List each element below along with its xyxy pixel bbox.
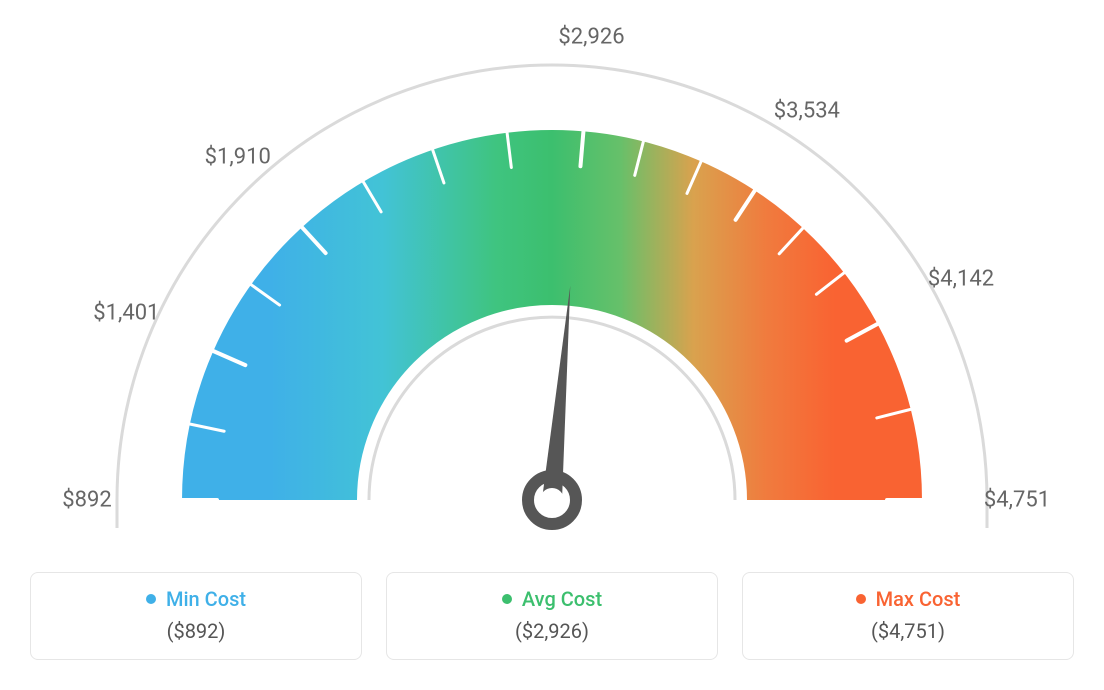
legend-value-min: ($892) bbox=[41, 619, 351, 643]
dot-icon-min bbox=[146, 594, 156, 604]
gauge-tick-label: $4,142 bbox=[928, 266, 994, 291]
legend-row: Min Cost ($892) Avg Cost ($2,926) Max Co… bbox=[30, 572, 1074, 660]
legend-card-max: Max Cost ($4,751) bbox=[742, 572, 1074, 660]
gauge-tick-label: $4,751 bbox=[984, 488, 1050, 513]
dot-icon-max bbox=[856, 594, 866, 604]
legend-value-avg: ($2,926) bbox=[397, 619, 707, 643]
gauge-tick-label: $1,910 bbox=[205, 145, 271, 170]
legend-value-max: ($4,751) bbox=[753, 619, 1063, 643]
legend-card-min: Min Cost ($892) bbox=[30, 572, 362, 660]
legend-title-label: Avg Cost bbox=[522, 587, 602, 611]
legend-title-label: Max Cost bbox=[876, 587, 961, 611]
dot-icon-avg bbox=[502, 594, 512, 604]
gauge-tick-label: $2,926 bbox=[558, 24, 624, 49]
gauge-tick-label: $892 bbox=[62, 488, 111, 513]
legend-title-max: Max Cost bbox=[856, 587, 961, 611]
legend-title-min: Min Cost bbox=[146, 587, 246, 611]
legend-title-avg: Avg Cost bbox=[502, 587, 602, 611]
gauge-chart: $892 $1,401 $1,910 $2,926 $3,534 $4,142 $4,751 bbox=[0, 0, 1104, 560]
gauge-tick-label: $1,401 bbox=[93, 300, 159, 325]
legend-card-avg: Avg Cost ($2,926) bbox=[386, 572, 718, 660]
legend-title-label: Min Cost bbox=[166, 587, 246, 611]
gauge-tick-label: $3,534 bbox=[774, 99, 840, 124]
